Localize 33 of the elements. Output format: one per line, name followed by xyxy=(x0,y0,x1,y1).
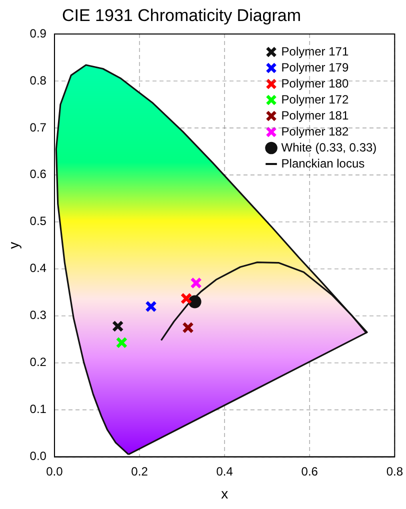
point xyxy=(112,320,124,332)
x-tick-label: 0.0 xyxy=(46,464,64,478)
y-tick-label: 0.8 xyxy=(30,73,47,88)
legend-label: Polymer 171 xyxy=(281,44,349,58)
chart-title: CIE 1931 Chromaticity Diagram xyxy=(62,6,302,26)
legend-label: White (0.33, 0.33) xyxy=(281,140,377,154)
x-tick-label: 0.8 xyxy=(386,464,404,478)
y-tick-label: 0.3 xyxy=(30,308,47,322)
point xyxy=(188,295,202,308)
x-tick-label: 0.2 xyxy=(131,464,148,478)
x-tick-label: 0.6 xyxy=(301,464,318,478)
y-axis-title: y xyxy=(5,242,22,249)
legend-label: Polymer 172 xyxy=(281,92,349,106)
y-tick-label: 0.0 xyxy=(30,449,47,464)
legend-label: Planckian locus xyxy=(281,156,365,170)
point xyxy=(116,336,128,348)
y-tick-label: 0.9 xyxy=(30,26,47,40)
y-tick-label: 0.6 xyxy=(30,167,47,182)
legend-label: Polymer 179 xyxy=(281,60,349,74)
x-tick-label: 0.4 xyxy=(216,464,234,478)
point xyxy=(180,292,192,304)
y-tick-label: 0.4 xyxy=(30,261,47,276)
y-tick-label: 0.7 xyxy=(30,120,47,134)
legend-label: Polymer 182 xyxy=(281,124,349,138)
point xyxy=(190,277,202,289)
y-tick-label: 0.1 xyxy=(30,402,47,416)
point xyxy=(182,322,194,334)
legend-label: Polymer 181 xyxy=(281,108,349,122)
x-axis-title: x xyxy=(221,485,228,502)
point xyxy=(145,300,157,312)
legend-label: Polymer 180 xyxy=(281,76,349,90)
y-tick-label: 0.2 xyxy=(30,355,47,370)
y-tick-label: 0.5 xyxy=(30,214,47,228)
